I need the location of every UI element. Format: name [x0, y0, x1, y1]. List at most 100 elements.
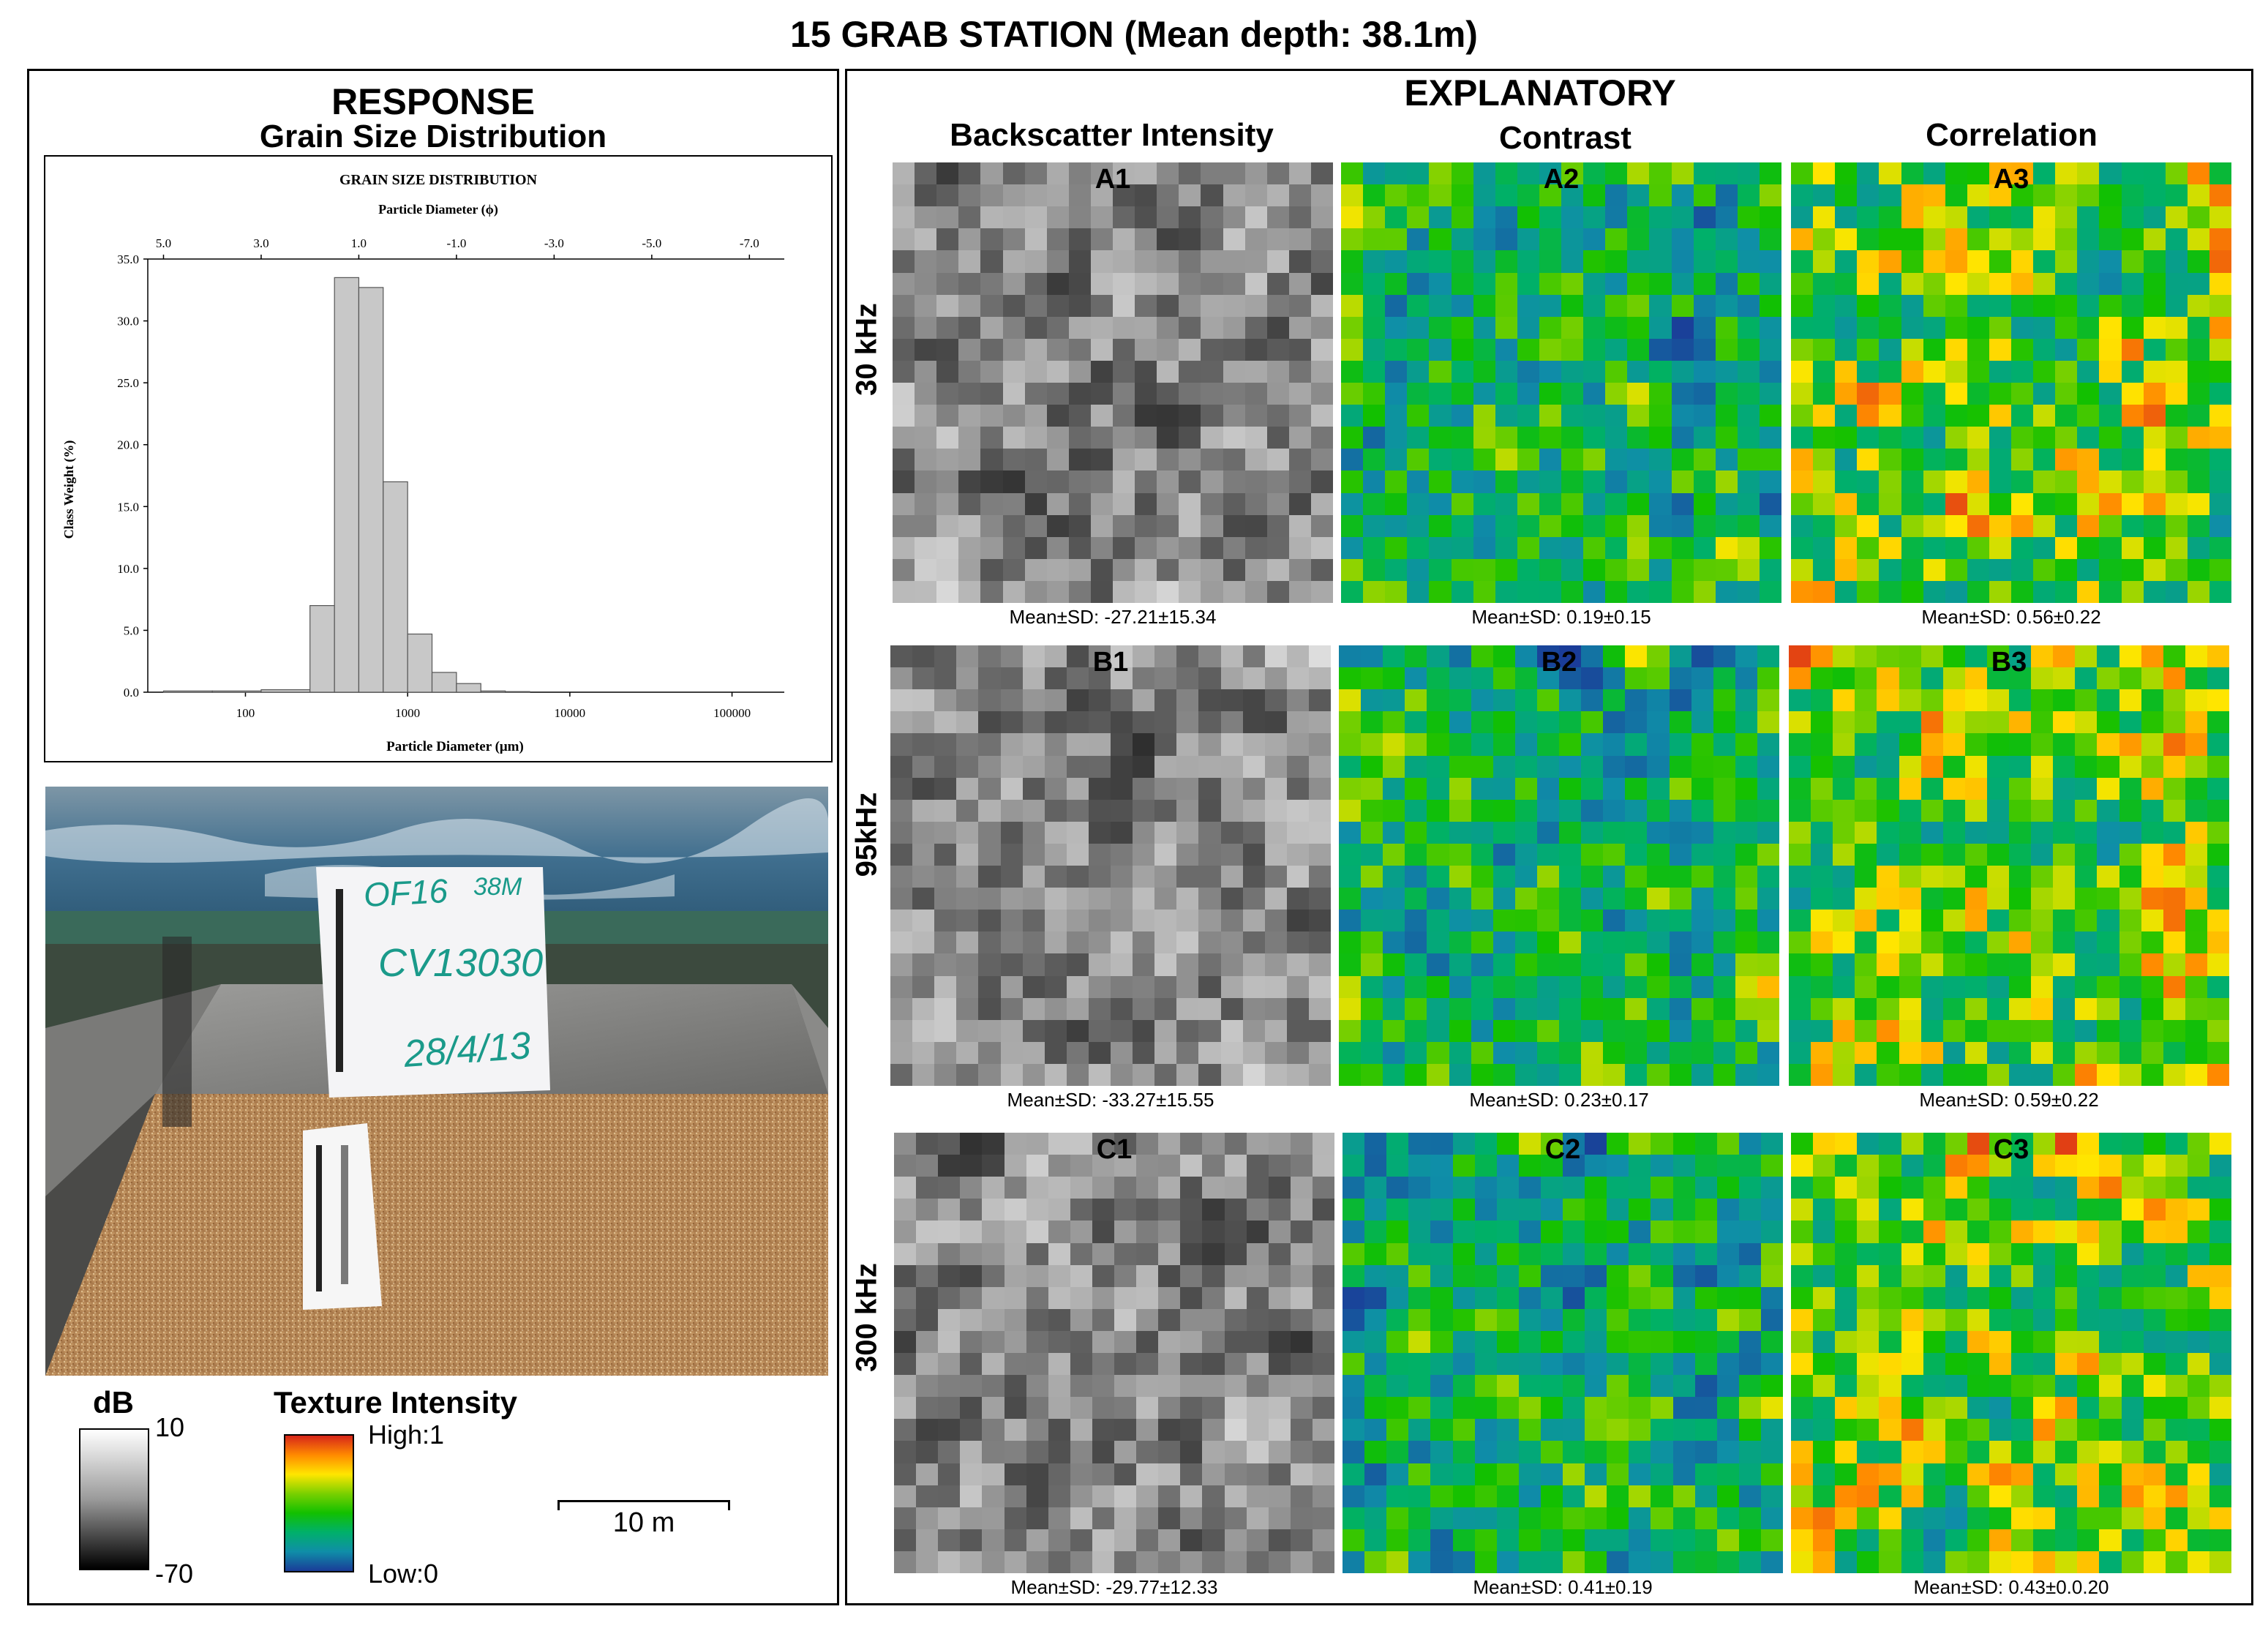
texture-cell [1111, 799, 1133, 822]
texture-cell [1986, 888, 2009, 910]
texture-cell [1857, 449, 1880, 471]
texture-cell [1539, 514, 1561, 537]
texture-cell [1290, 1242, 1313, 1265]
texture-cell [1694, 1507, 1717, 1529]
texture-cell [1198, 997, 1221, 1020]
texture-cell [2209, 184, 2231, 207]
texture-cell [1427, 843, 1449, 866]
texture-cell [912, 777, 935, 800]
texture-cell [2099, 449, 2122, 471]
texture-cell [1791, 405, 1814, 427]
texture-cell [1713, 799, 1735, 822]
texture-cell [1877, 689, 1899, 712]
texture-cell [894, 1551, 917, 1573]
texture-cell [1268, 1199, 1291, 1221]
texture-cell [1923, 1463, 1945, 1485]
texture-cell [1791, 449, 1814, 471]
texture-cell [1246, 1242, 1269, 1265]
texture-cell [1518, 1485, 1541, 1507]
texture-cell [1220, 931, 1243, 954]
texture-cell [1492, 689, 1515, 712]
texture-cell [1517, 383, 1539, 405]
texture-cell [1264, 931, 1287, 954]
texture-cell [1791, 1485, 1814, 1507]
texture-cell [1669, 866, 1691, 888]
texture-cell [1561, 536, 1584, 559]
texture-cell [1004, 1330, 1026, 1353]
texture-cell [1813, 1308, 1836, 1331]
texture-cell [934, 711, 957, 734]
texture-cell [1694, 1199, 1717, 1221]
texture-cell [1308, 1019, 1331, 1042]
texture-cell [1857, 1308, 1880, 1331]
texture-cell [2143, 492, 2166, 515]
texture-cell [1691, 711, 1713, 734]
texture-cell [1627, 338, 1650, 361]
texture-cell [2121, 272, 2144, 295]
texture-cell [2009, 975, 2032, 998]
texture-cell [1651, 1551, 1673, 1573]
texture-cell [1495, 405, 1517, 427]
texture-cell [1429, 360, 1452, 383]
texture-cell [1857, 1419, 1880, 1441]
texture-cell [1813, 206, 1836, 229]
texture-tile-b1 [890, 645, 1331, 1086]
texture-cell [1495, 449, 1517, 471]
texture-cell [1363, 272, 1386, 295]
texture-cell [1024, 316, 1047, 339]
texture-cell [1405, 953, 1427, 976]
texture-cell [2119, 733, 2141, 756]
texture-cell [2077, 272, 2100, 295]
texture-cell [1180, 1242, 1203, 1265]
texture-cell [1920, 953, 1943, 976]
texture-cell [1111, 997, 1133, 1020]
texture-cell [1649, 272, 1672, 295]
texture-cell [1452, 1286, 1475, 1309]
texture-cell [1583, 228, 1606, 251]
texture-cell [1629, 1199, 1651, 1221]
texture-cell [1759, 162, 1781, 185]
texture-cell [1757, 1019, 1779, 1042]
texture-cell [1242, 799, 1265, 822]
texture-cell [1471, 953, 1493, 976]
texture-cell [1901, 536, 1923, 559]
texture-cell [1114, 1155, 1137, 1177]
texture-cell [2163, 888, 2185, 910]
texture-cell [1224, 1286, 1247, 1309]
texture-cell [1024, 558, 1047, 581]
texture-cell [1224, 1133, 1247, 1155]
texture-cell [1857, 1353, 1880, 1376]
texture-cell [1430, 1330, 1453, 1353]
texture-cell [1986, 1041, 2009, 1064]
texture-cell [1737, 492, 1760, 515]
texture-cell [1114, 1199, 1137, 1221]
texture-cell [1989, 228, 2011, 251]
texture-cell [1945, 405, 1967, 427]
texture-cell [1264, 997, 1287, 1020]
texture-cell [1857, 1463, 1880, 1485]
texture-cell [1879, 580, 1901, 603]
texture-cell [2209, 492, 2231, 515]
texture-cell [916, 1397, 939, 1420]
texture-cell [2187, 427, 2209, 449]
texture-cell [2033, 449, 2056, 471]
texture-cell [1986, 733, 2009, 756]
texture-cell [1757, 711, 1779, 734]
texture-cell [2209, 1485, 2231, 1507]
texture-cell [916, 1463, 939, 1485]
texture-cell [1735, 777, 1757, 800]
texture-cell [1268, 1155, 1291, 1177]
texture-cell [1791, 383, 1814, 405]
texture-cell [1201, 405, 1223, 427]
texture-cell [1092, 1264, 1114, 1287]
texture-cell [1385, 338, 1408, 361]
texture-cell [2209, 1286, 2231, 1309]
texture-cell [1430, 1419, 1453, 1441]
texture-cell [1092, 1485, 1114, 1507]
texture-cell [960, 1155, 983, 1177]
texture-cell [2099, 250, 2122, 273]
texture-cell [1879, 427, 1901, 449]
texture-cell [1581, 733, 1604, 756]
texture-cell [1492, 733, 1515, 756]
texture-cell [1920, 843, 1943, 866]
